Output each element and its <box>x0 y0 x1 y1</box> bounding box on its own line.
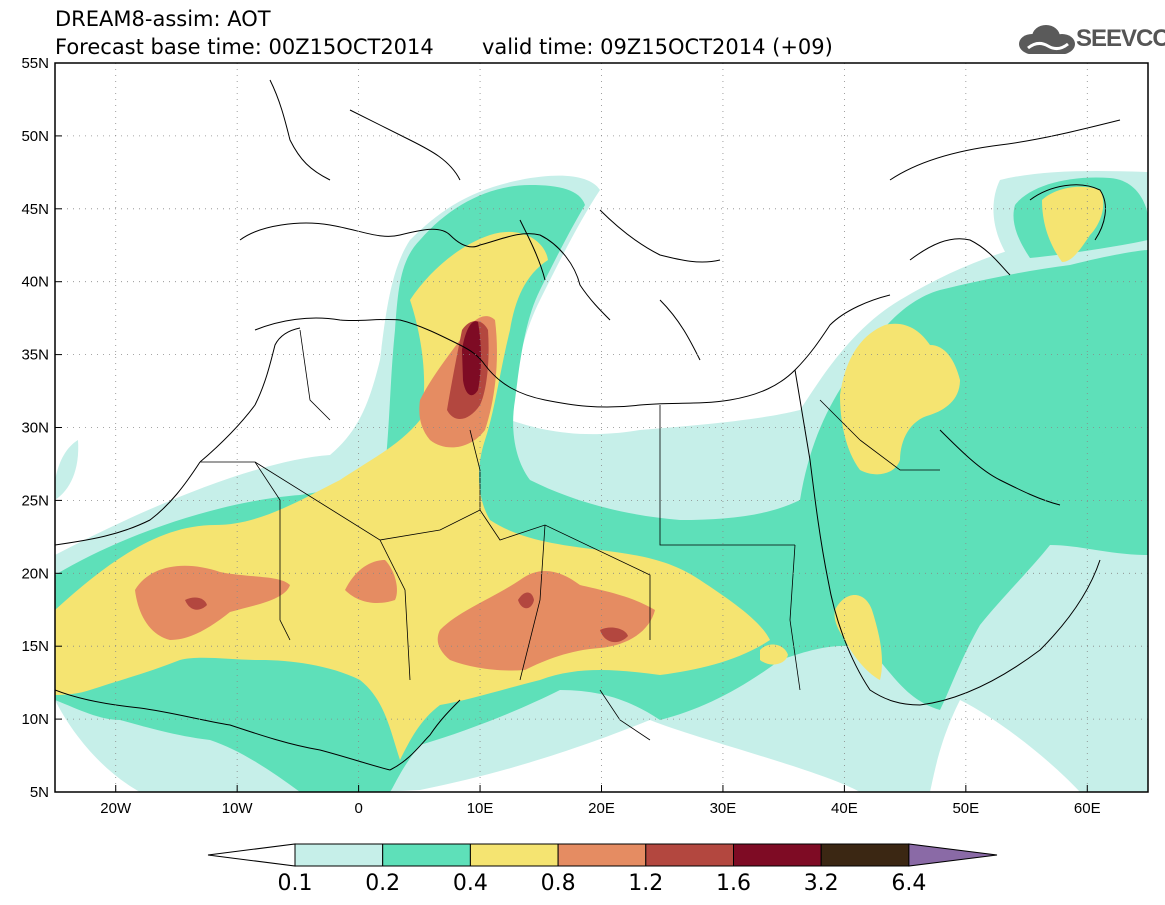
colorbar-swatch <box>469 843 559 867</box>
colorbar-label: 1.6 <box>716 871 751 896</box>
colorbar-swatch <box>557 843 647 867</box>
lat-label: 35N <box>21 347 49 364</box>
lat-label: 25N <box>21 492 49 509</box>
borders <box>200 329 940 741</box>
colorbar-swatches <box>207 843 998 867</box>
lat-label: 50N <box>21 128 49 145</box>
coastlines <box>55 79 1121 771</box>
lon-label: 60E <box>1074 800 1101 817</box>
lat-label: 30N <box>21 420 49 437</box>
lat-label: 20N <box>21 565 49 582</box>
latitude-labels: 5N 10N 15N 20N 25N 30N 35N 40N 45N 50N 55N <box>21 55 49 801</box>
longitude-labels: 20W 10W 0 10E 20E 30E 40E 50E 60E <box>100 800 1100 817</box>
lon-label: 30E <box>710 800 737 817</box>
map-title: DREAM8-assim: AOT <box>55 7 271 31</box>
forecast-base-time: Forecast base time: 00Z15OCT2014 <box>55 35 434 59</box>
map-frame <box>54 62 1149 793</box>
colorbar-labels: 0.1 0.2 0.4 0.8 1.2 1.6 3.2 6.4 <box>278 871 927 896</box>
lat-label: 5N <box>30 784 49 801</box>
lat-label: 45N <box>21 201 49 218</box>
colorbar-label: 0.4 <box>453 871 488 896</box>
valid-time: valid time: 09Z15OCT2014 (+09) <box>482 35 833 59</box>
lat-label: 55N <box>21 55 49 72</box>
colorbar-swatch <box>645 843 734 867</box>
colorbar-label: 0.1 <box>278 871 313 896</box>
colorbar-label: 3.2 <box>804 871 839 896</box>
colorbar-swatch <box>820 843 910 867</box>
colorbar-label: 1.2 <box>628 871 663 896</box>
colorbar-label: 0.2 <box>365 871 400 896</box>
lon-label: 50E <box>952 800 979 817</box>
lon-label: 10E <box>467 800 494 817</box>
lat-label: 15N <box>21 638 49 655</box>
logo-text: SEEVCCC <box>1076 25 1165 52</box>
lat-label: 10N <box>21 711 49 728</box>
colorbar-label: 0.8 <box>541 871 576 896</box>
colorbar-swatch <box>733 843 822 867</box>
colorbar-over-arrow <box>908 843 998 867</box>
colorbar-label: 6.4 <box>891 871 926 896</box>
colorbar-swatch <box>382 843 471 867</box>
lon-label: 20W <box>100 800 132 817</box>
lon-label: 40E <box>831 800 858 817</box>
lon-label: 10W <box>222 800 254 817</box>
lat-label: 40N <box>21 274 49 291</box>
colorbar-swatch <box>294 843 384 867</box>
lon-label: 0 <box>354 800 362 817</box>
aot-level-1-6 <box>462 321 481 396</box>
lon-label: 20E <box>588 800 615 817</box>
cloud-logo-icon <box>1019 25 1075 54</box>
colorbar-under-arrow <box>207 843 296 867</box>
